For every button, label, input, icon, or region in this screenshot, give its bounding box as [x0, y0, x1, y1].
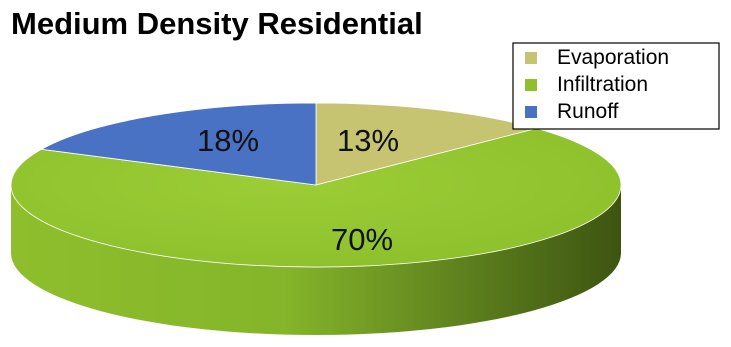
chart-title: Medium Density Residential — [11, 6, 423, 41]
legend-label-infiltration: Infiltration — [557, 73, 648, 96]
legend-label-evaporation: Evaporation — [557, 46, 669, 69]
legend-swatch-infiltration — [525, 79, 537, 91]
legend-swatch-evaporation — [525, 52, 537, 64]
legend-label-runoff: Runoff — [557, 100, 619, 123]
data-label-evaporation: 13% — [337, 123, 399, 158]
slice-infiltration — [10, 127, 622, 268]
slice-runoff — [40, 102, 317, 186]
legend-swatch-runoff — [525, 106, 537, 118]
legend: Evaporation Infiltration Runoff — [512, 42, 720, 130]
pie-side-wall — [11, 185, 621, 335]
legend-box — [512, 42, 720, 130]
data-label-infiltration: 70% — [331, 222, 393, 257]
data-label-runoff: 18% — [197, 123, 259, 158]
